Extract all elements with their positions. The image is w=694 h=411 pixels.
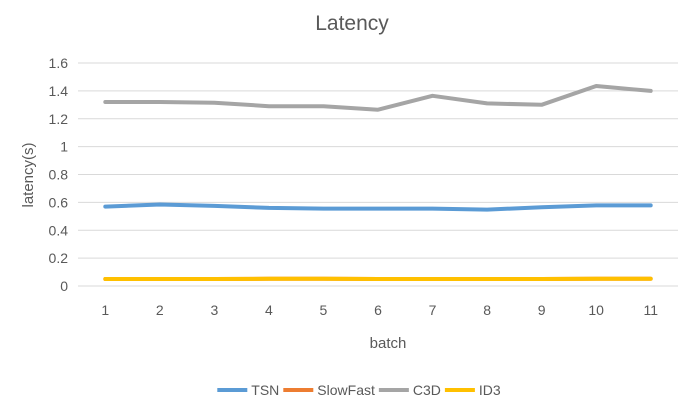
x-tick-label: 8 <box>483 302 491 318</box>
x-axis-label: batch <box>370 335 407 352</box>
x-axis-ticks: 1 2 3 4 5 6 7 8 9 10 11 <box>101 302 658 318</box>
chart-title: Latency <box>315 12 389 35</box>
series-line-c3d <box>103 84 653 112</box>
y-tick-label: 1.6 <box>49 55 69 71</box>
y-tick-label: 1 <box>60 139 68 155</box>
y-tick-label: 1.2 <box>49 111 69 127</box>
gridlines <box>78 62 678 287</box>
y-axis-label: latency(s) <box>20 142 37 207</box>
x-tick-label: 2 <box>156 302 164 318</box>
y-tick-label: 0.8 <box>49 167 69 183</box>
series-line-tsn <box>103 202 653 212</box>
legend-label-id3: ID3 <box>479 382 501 398</box>
legend: TSN SlowFast C3D ID3 <box>217 382 501 398</box>
y-tick-label: 0.6 <box>49 194 69 210</box>
x-tick-label: 3 <box>210 302 218 318</box>
x-tick-label: 11 <box>643 302 658 318</box>
x-tick-label: 1 <box>101 302 109 318</box>
legend-label-c3d: C3D <box>413 382 441 398</box>
x-tick-label: 4 <box>265 302 273 318</box>
x-tick-label: 5 <box>320 302 328 318</box>
series-lines <box>103 84 653 281</box>
x-tick-label: 9 <box>538 302 546 318</box>
y-axis-ticks: 0 0.2 0.4 0.6 0.8 1 1.2 1.4 1.6 <box>49 55 69 294</box>
y-tick-label: 0 <box>60 278 68 294</box>
y-tick-label: 0.4 <box>49 222 69 238</box>
legend-label-slowfast: SlowFast <box>317 382 375 398</box>
legend-label-tsn: TSN <box>251 382 279 398</box>
x-tick-label: 7 <box>429 302 437 318</box>
x-tick-label: 6 <box>374 302 382 318</box>
x-tick-label: 10 <box>588 302 604 318</box>
y-tick-label: 0.2 <box>49 250 69 266</box>
y-tick-label: 1.4 <box>49 83 69 99</box>
